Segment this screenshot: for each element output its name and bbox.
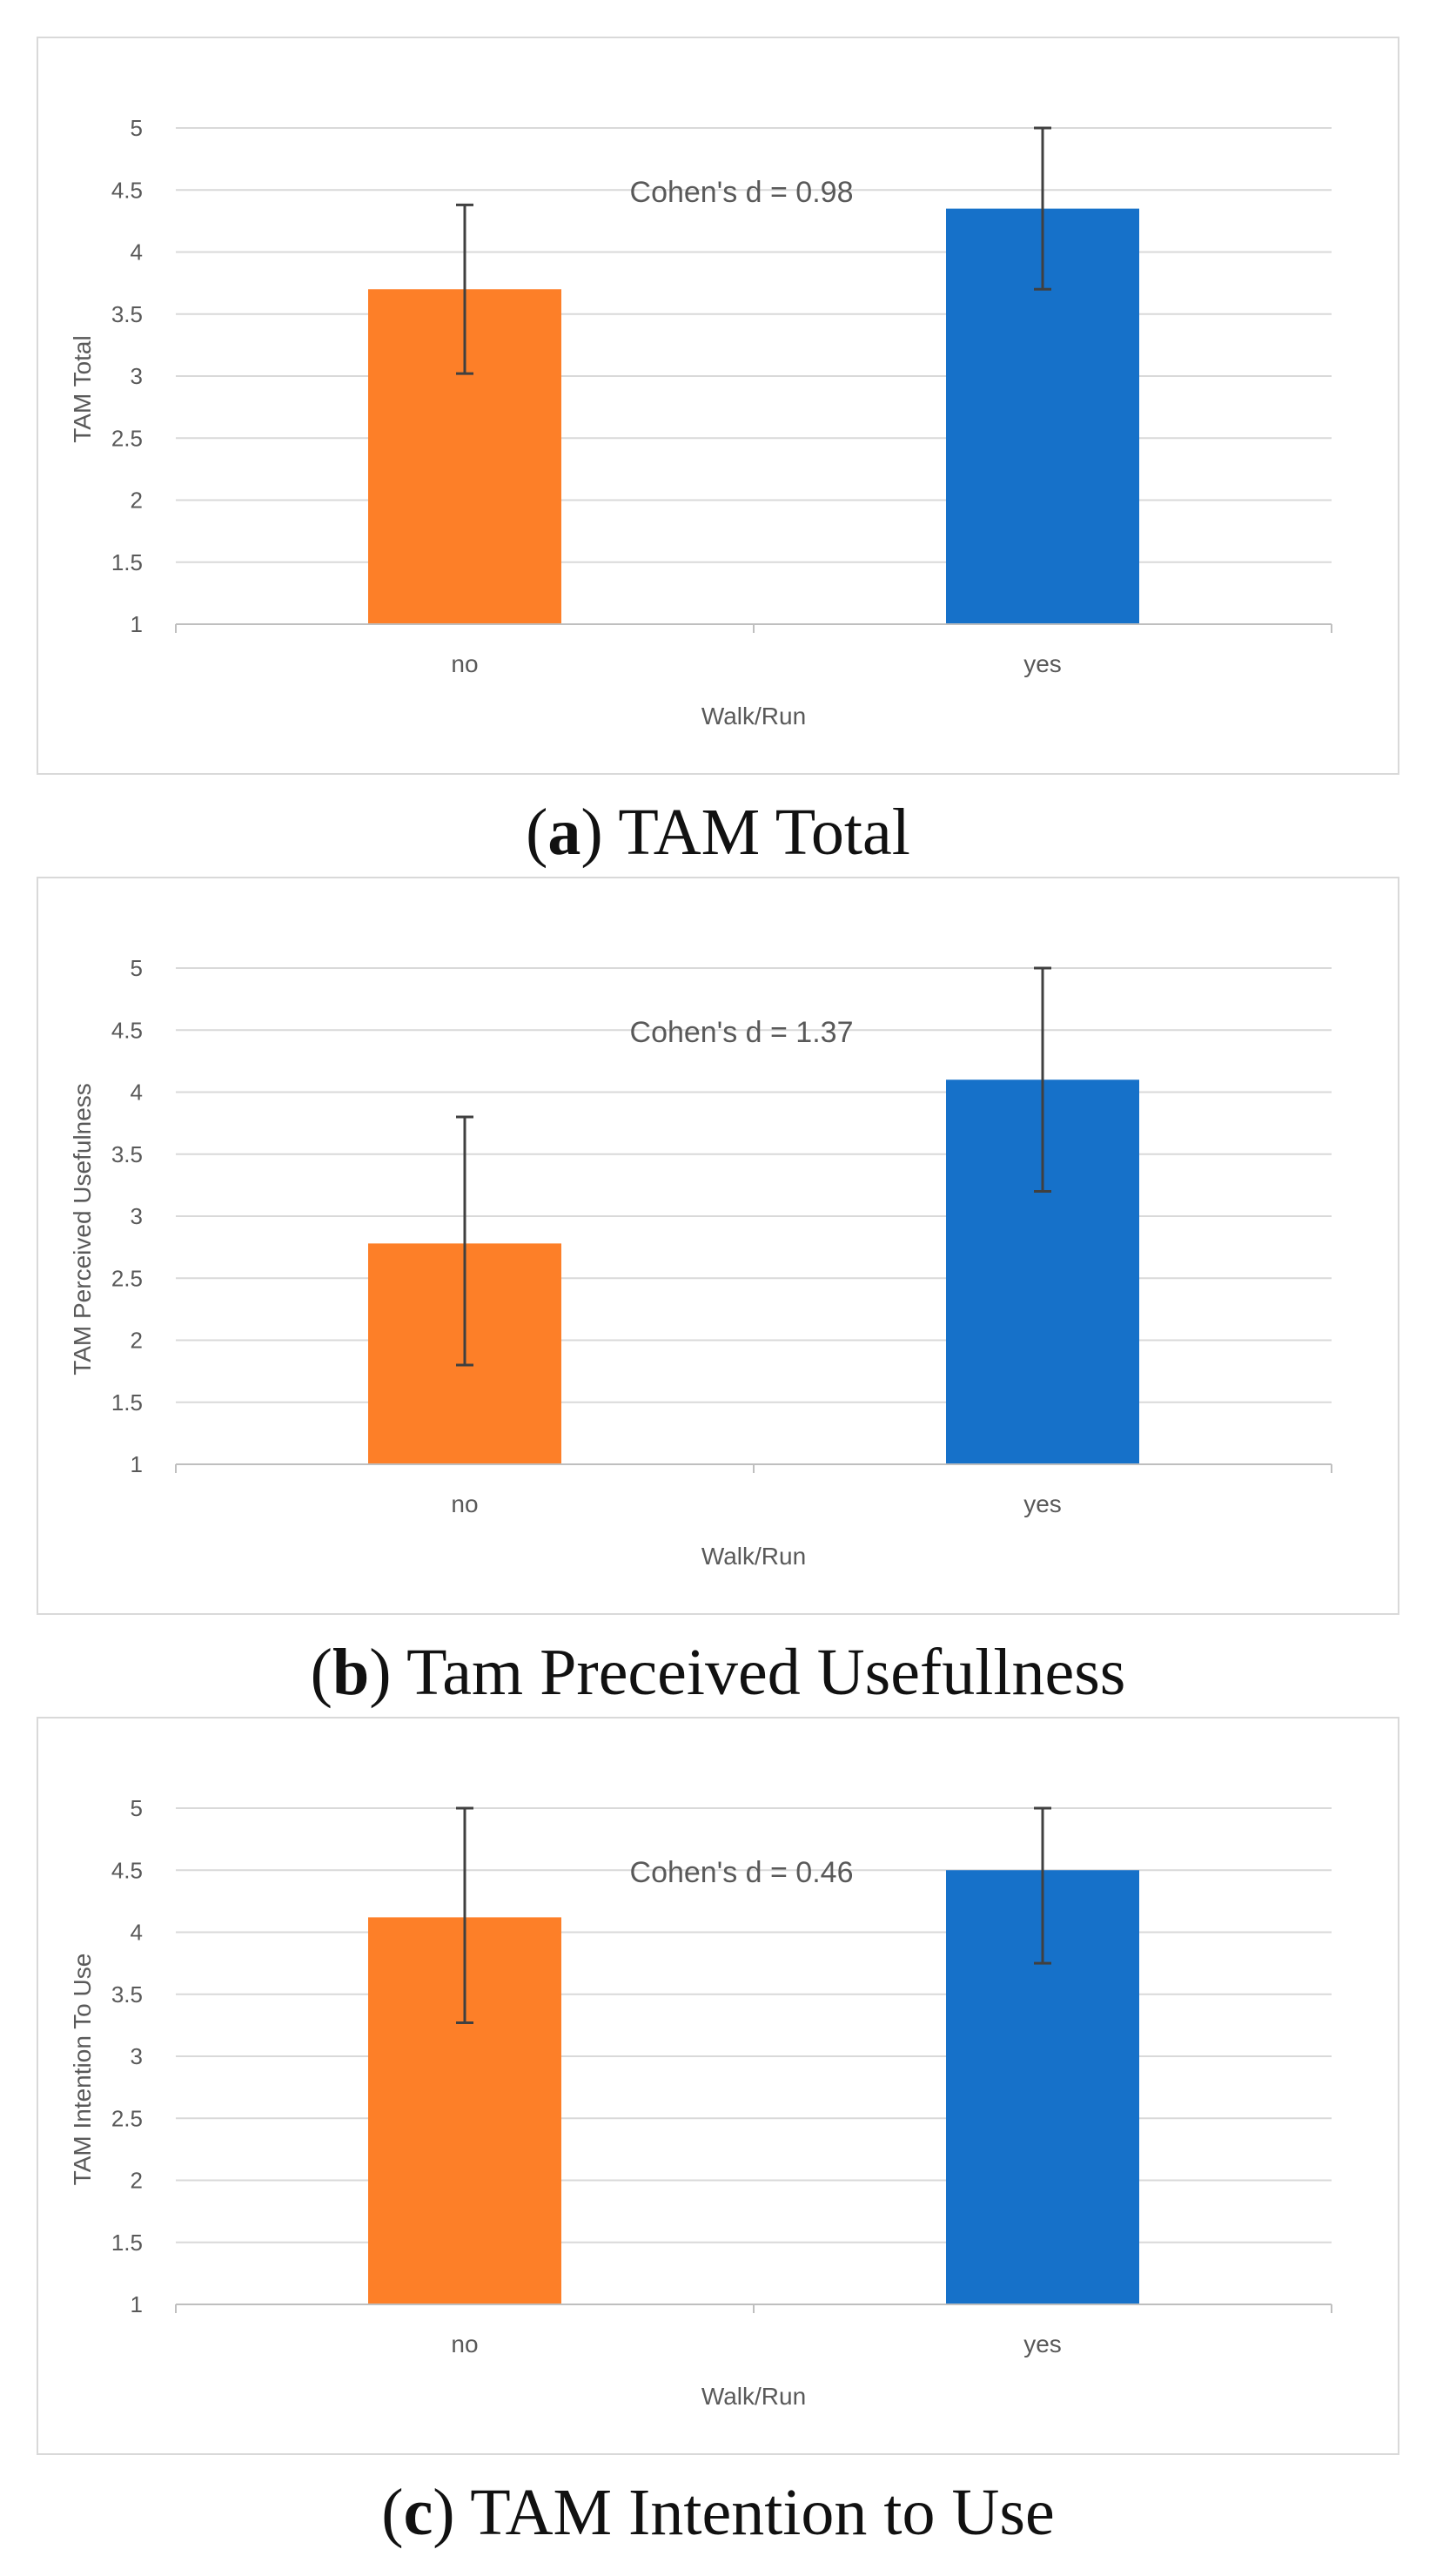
chart-frame (37, 37, 1399, 775)
chart-panel-a: 1 1.5 2 2.5 3 3.5 4 4.5 5 no yes Walk/Run TAM To… (0, 37, 1436, 872)
x-tick-label-yes: yes (1023, 1490, 1062, 1517)
caption-letter: c (403, 2476, 433, 2549)
cohens-d-annotation: Cohen's d = 1.37 (630, 1016, 854, 1049)
y-tick-label: 1 (131, 2291, 143, 2317)
y-axis-title: TAM Intention To Use (69, 1954, 96, 2186)
chart-b: 1 1.5 2 2.5 3 3.5 4 4.5 5 no yes Walk/Run TAM Pe… (37, 877, 1399, 1615)
y-tick-label: 4.5 (111, 1017, 143, 1043)
y-tick-label: 2.5 (111, 1265, 143, 1291)
y-tick-label: 5 (131, 1795, 143, 1821)
y-tick-label: 3 (131, 363, 143, 389)
y-tick-label: 3 (131, 1203, 143, 1229)
y-tick-label: 1 (131, 611, 143, 637)
chart-frame (37, 877, 1399, 1615)
x-axis-title: Walk/Run (701, 2383, 806, 2410)
chart-frame (37, 1717, 1399, 2455)
chart-panel-b: 1 1.5 2 2.5 3 3.5 4 4.5 5 no yes Walk/Run TAM Pe… (0, 877, 1436, 1712)
y-tick-label: 5 (131, 955, 143, 981)
x-tick-label-no: no (451, 650, 478, 677)
cohens-d-annotation: Cohen's d = 0.46 (630, 1856, 854, 1889)
caption-text: TAM Intention to Use (470, 2476, 1055, 2549)
x-axis-title: Walk/Run (701, 703, 806, 730)
x-tick-label-yes: yes (1023, 650, 1062, 677)
y-tick-label: 3.5 (111, 1141, 143, 1167)
y-tick-label: 5 (131, 115, 143, 141)
y-tick-label: 1.5 (111, 1389, 143, 1416)
x-axis-title: Walk/Run (701, 1543, 806, 1570)
chart-a: 1 1.5 2 2.5 3 3.5 4 4.5 5 no yes Walk/Run TAM To… (37, 37, 1399, 775)
chart-c: 1 1.5 2 2.5 3 3.5 4 4.5 5 no yes Walk/Run TAM In… (37, 1717, 1399, 2455)
x-tick-label-no: no (451, 1490, 478, 1517)
caption-text: TAM Total (618, 796, 910, 869)
y-tick-label: 2 (131, 488, 143, 514)
caption-c: (c) TAM Intention to Use (381, 2476, 1055, 2549)
y-tick-label: 4.5 (111, 177, 143, 203)
y-tick-label: 4 (131, 239, 143, 266)
y-tick-label: 4.5 (111, 1857, 143, 1883)
y-tick-label: 3.5 (111, 301, 143, 327)
y-tick-label: 4 (131, 1079, 143, 1106)
y-tick-label: 2.5 (111, 425, 143, 451)
x-tick-label-yes: yes (1023, 2331, 1062, 2357)
y-axis-title: TAM Total (69, 335, 96, 442)
y-tick-label: 2.5 (111, 2105, 143, 2131)
chart-panel-c: 1 1.5 2 2.5 3 3.5 4 4.5 5 no yes Walk/Run TAM In… (0, 1717, 1436, 2552)
y-tick-label: 3 (131, 2043, 143, 2069)
y-tick-label: 3.5 (111, 1981, 143, 2008)
y-tick-label: 1 (131, 1451, 143, 1477)
caption-a: (a) TAM Total (526, 796, 910, 869)
x-tick-label-no: no (451, 2331, 478, 2357)
y-tick-label: 4 (131, 1920, 143, 1946)
caption-b: (b) Tam Preceived Usefullness (310, 1636, 1126, 1709)
y-axis-title: TAM Perceived Usefulness (69, 1083, 96, 1375)
y-tick-label: 2 (131, 1328, 143, 1354)
cohens-d-annotation: Cohen's d = 0.98 (630, 176, 854, 209)
y-tick-label: 1.5 (111, 2230, 143, 2256)
caption-letter: b (332, 1636, 370, 1709)
caption-letter: a (547, 796, 581, 869)
y-tick-label: 2 (131, 2168, 143, 2194)
caption-text: Tam Preceived Usefullness (406, 1636, 1126, 1709)
y-tick-label: 1.5 (111, 549, 143, 575)
